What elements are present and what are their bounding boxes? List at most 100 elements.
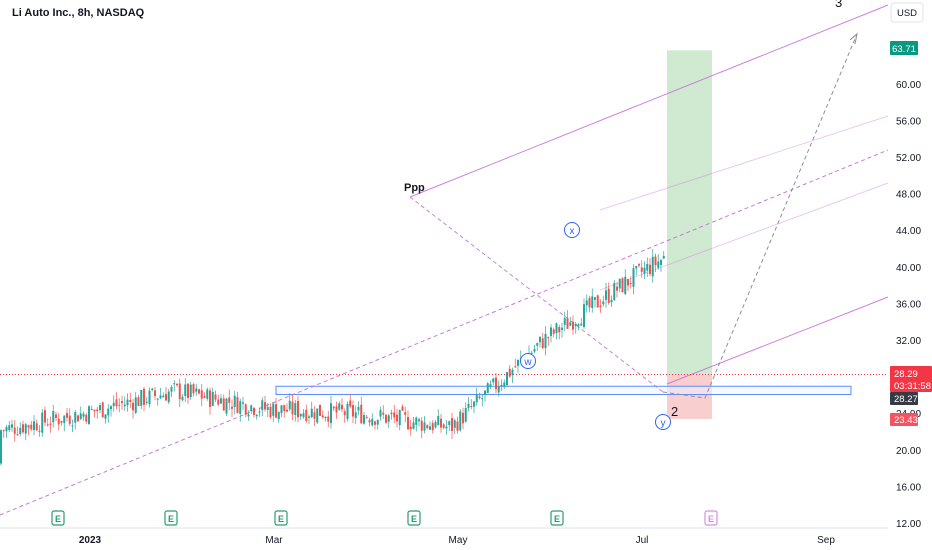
candle-body xyxy=(203,395,206,398)
candle-body xyxy=(27,425,30,428)
candle-body xyxy=(621,278,624,293)
candle-body xyxy=(165,393,167,401)
candle-body xyxy=(354,412,357,419)
candle-body xyxy=(283,404,286,412)
earnings-marker[interactable]: E xyxy=(704,510,718,526)
candle-body xyxy=(638,264,640,266)
wave-w-marker[interactable]: w xyxy=(520,353,536,369)
candle-body xyxy=(660,260,662,265)
wave-x-marker[interactable]: x xyxy=(564,222,580,238)
earnings-marker[interactable]: E xyxy=(164,510,178,526)
candle-body xyxy=(189,384,192,398)
candle-body xyxy=(0,430,2,464)
candle-body xyxy=(618,278,621,289)
candle-body xyxy=(374,421,376,425)
time-scale[interactable]: 2023MarMayJulSepNov2024MarMay xyxy=(0,527,932,546)
candle-body xyxy=(492,378,495,383)
candle-body xyxy=(167,391,170,403)
candle-body xyxy=(602,301,605,305)
candle-body xyxy=(629,283,632,285)
candle-body xyxy=(632,268,635,287)
candle-body xyxy=(599,305,602,308)
target-zone[interactable] xyxy=(667,50,712,375)
candle-body xyxy=(569,322,572,326)
candle-body xyxy=(277,411,280,420)
handle-line xyxy=(409,196,664,393)
candle-body xyxy=(151,388,154,391)
candle-body xyxy=(11,424,13,428)
drawings-layer xyxy=(0,4,889,516)
wave-w-label: w xyxy=(523,357,532,368)
candle-body xyxy=(22,424,24,433)
candle-body xyxy=(222,398,225,411)
candle-body xyxy=(220,398,222,404)
candle-body xyxy=(418,419,420,422)
candle-body xyxy=(382,412,385,415)
candle-body xyxy=(451,418,453,431)
peak-label: Ppp xyxy=(404,182,425,194)
y-tick-label: 16.00 xyxy=(896,482,921,493)
candle-body xyxy=(495,377,497,390)
x-tick-label: Sep xyxy=(817,535,835,546)
candle-body xyxy=(552,329,555,334)
candle-body xyxy=(407,416,409,430)
candle-body xyxy=(2,430,5,432)
candle-body xyxy=(118,404,121,406)
candle-body xyxy=(583,304,585,328)
candle-body xyxy=(88,406,90,425)
candle-body xyxy=(662,255,665,259)
candle-body xyxy=(517,359,519,366)
earnings-marker[interactable]: E xyxy=(274,510,288,526)
candle-body xyxy=(341,404,343,410)
candle-body xyxy=(558,326,561,333)
candle-body xyxy=(71,425,74,427)
wave-2-label: 2 xyxy=(671,404,678,419)
earnings-marker[interactable]: E xyxy=(51,510,65,526)
x-tick-label: May xyxy=(449,535,468,546)
last-price-badge: 28.29 03:31:58 xyxy=(890,366,932,392)
support-zone-box[interactable] xyxy=(275,385,852,395)
candle-body xyxy=(123,404,126,407)
candle-body xyxy=(574,323,577,327)
candle-body xyxy=(376,419,379,425)
candle-body xyxy=(434,421,437,428)
earnings-marker[interactable]: E xyxy=(407,510,421,526)
stop-zone[interactable] xyxy=(667,374,712,419)
candle-body xyxy=(253,408,255,415)
target-price-badge: 63.71 xyxy=(890,41,918,55)
price-scale[interactable]: USD 60.00 56.00 52.00 48.00 44.00 40.00 36.00 3… xyxy=(888,0,932,550)
earnings-marker-label: E xyxy=(554,514,560,524)
candle-body xyxy=(459,411,462,431)
wave-3-label: 3 xyxy=(835,0,842,10)
candle-body xyxy=(239,401,242,414)
plot-area[interactable] xyxy=(0,0,888,528)
candle-body xyxy=(55,414,57,418)
candle-body xyxy=(41,412,44,433)
earnings-marker[interactable]: E xyxy=(550,510,564,526)
currency-button[interactable]: USD xyxy=(890,2,924,23)
pitchfork-quarter-line-2 xyxy=(599,182,889,291)
candle-body xyxy=(99,405,101,411)
wave-y-marker[interactable]: y xyxy=(655,414,671,430)
candle-body xyxy=(467,403,470,408)
x-tick-label: Jul xyxy=(636,535,649,546)
y-axis-ticks: 60.00 56.00 52.00 48.00 44.00 40.00 36.00 32.00… xyxy=(896,80,921,530)
candle-body xyxy=(390,412,393,415)
candle-body xyxy=(148,390,151,405)
candle-body xyxy=(627,278,629,286)
candle-body xyxy=(489,384,492,387)
candle-body xyxy=(299,413,302,417)
candle-body xyxy=(107,408,110,416)
stop-price-text: 23.43 xyxy=(894,415,918,426)
candle-body xyxy=(52,411,55,423)
candle-body xyxy=(250,405,253,412)
candle-body xyxy=(121,401,123,404)
candle-body xyxy=(305,409,308,422)
candle-body xyxy=(550,327,552,336)
candle-body xyxy=(159,395,162,399)
candle-body xyxy=(231,406,233,409)
currency-label: USD xyxy=(897,8,917,19)
candle-body xyxy=(415,417,418,425)
